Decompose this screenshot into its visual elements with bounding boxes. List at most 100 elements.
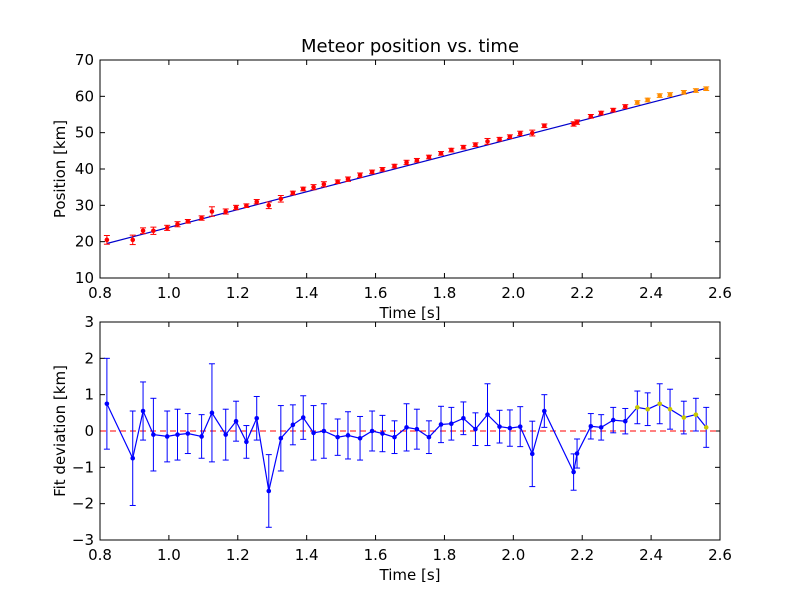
deviation-point bbox=[610, 417, 616, 423]
y-tick-label: 40 bbox=[75, 160, 94, 178]
x-tick-label: 2.2 bbox=[570, 546, 594, 564]
data-point bbox=[357, 172, 363, 178]
data-point bbox=[404, 160, 409, 165]
chart-title: Meteor position vs. time bbox=[301, 36, 519, 57]
deviation-point bbox=[199, 434, 204, 439]
deviation-point bbox=[290, 422, 296, 428]
data-point bbox=[449, 147, 454, 153]
data-point bbox=[598, 110, 604, 116]
data-point bbox=[645, 97, 650, 103]
data-point bbox=[414, 157, 420, 163]
y-tick-label: 70 bbox=[75, 51, 94, 69]
data-point bbox=[571, 121, 576, 127]
deviation-point bbox=[335, 434, 340, 440]
deviation-point bbox=[571, 469, 576, 475]
data-point bbox=[104, 237, 110, 243]
data-point bbox=[233, 205, 239, 210]
y-tick-label: 0 bbox=[84, 422, 94, 440]
data-point bbox=[185, 219, 191, 224]
position-y-axis-label: Position [km] bbox=[51, 120, 69, 218]
data-point bbox=[635, 100, 640, 105]
data-point bbox=[151, 228, 156, 234]
y-tick-label: 10 bbox=[75, 269, 94, 287]
data-point bbox=[438, 151, 444, 156]
deviation-point bbox=[507, 425, 513, 431]
deviation-point bbox=[266, 488, 272, 494]
data-point bbox=[130, 237, 136, 243]
data-point bbox=[485, 139, 490, 144]
data-point bbox=[657, 93, 663, 98]
deviation-point bbox=[657, 401, 663, 407]
y-tick-label: −2 bbox=[72, 495, 94, 513]
position-chart: Meteor position vs. time 0.8 1.0 1.2 1.4 1.6… bbox=[51, 36, 732, 322]
y-tick-label: 1 bbox=[84, 386, 94, 404]
y-tick-label: 20 bbox=[75, 233, 94, 251]
data-point bbox=[622, 104, 628, 109]
deviation-plot-area: 0.8 1.0 1.2 1.4 1.6 1.8 2.0 2.2 2.4 2.6 −3 −2 −1 0 1 2 3 bbox=[72, 313, 732, 564]
data-point bbox=[278, 196, 284, 202]
deviation-point bbox=[244, 439, 249, 445]
deviation-point bbox=[461, 415, 466, 421]
deviation-x-axis-label: Time [s] bbox=[379, 566, 441, 584]
deviation-point bbox=[681, 415, 687, 420]
data-point bbox=[164, 225, 170, 231]
x-tick-label: 0.8 bbox=[88, 284, 112, 302]
data-point bbox=[426, 154, 432, 160]
x-tick-label: 2.0 bbox=[501, 284, 525, 302]
fit-line bbox=[106, 87, 707, 245]
position-x-axis-label: Time [s] bbox=[379, 304, 441, 322]
x-tick-label: 2.4 bbox=[639, 284, 663, 302]
data-point bbox=[300, 186, 306, 192]
data-point bbox=[667, 92, 673, 97]
deviation-point bbox=[622, 418, 628, 424]
data-point bbox=[529, 130, 535, 136]
deviation-point bbox=[517, 424, 523, 429]
x-tick-label: 1.8 bbox=[433, 546, 457, 564]
data-point bbox=[290, 190, 296, 196]
deviation-point bbox=[438, 422, 444, 427]
data-point bbox=[574, 119, 580, 125]
deviation-chart: 0.8 1.0 1.2 1.4 1.6 1.8 2.0 2.2 2.4 2.6 −3 −2 −1 0 1 2 3… bbox=[51, 313, 732, 584]
x-tick-label: 1.4 bbox=[295, 546, 319, 564]
position-plot-area: 0.8 1.0 1.2 1.4 1.6 1.8 2.0 2.2 2.4 2.6 10 20 30 40 50… bbox=[75, 51, 732, 302]
deviation-point bbox=[404, 425, 409, 430]
x-tick-label: 1.2 bbox=[226, 546, 250, 564]
deviation-point bbox=[278, 435, 284, 441]
x-tick-label: 1.6 bbox=[364, 284, 388, 302]
data-point bbox=[588, 114, 594, 119]
y-tick-label: 60 bbox=[75, 87, 94, 105]
deviation-point bbox=[175, 432, 180, 437]
data-point bbox=[693, 88, 699, 93]
data-point bbox=[461, 144, 466, 150]
deviation-point bbox=[311, 430, 316, 436]
x-tick-label: 2.0 bbox=[501, 546, 525, 564]
deviation-point bbox=[345, 433, 351, 438]
data-point bbox=[392, 163, 397, 169]
deviation-y-axis-label: Fit deviation [km] bbox=[51, 365, 69, 497]
deviation-point bbox=[645, 406, 650, 412]
deviation-point bbox=[485, 412, 490, 417]
x-tick-label: 1.4 bbox=[295, 284, 319, 302]
x-tick-label: 1.8 bbox=[433, 284, 457, 302]
data-point bbox=[345, 176, 351, 182]
data-point bbox=[140, 228, 146, 234]
position-plot-frame bbox=[99, 59, 721, 279]
deviation-point bbox=[380, 431, 385, 436]
deviation-point bbox=[703, 425, 709, 430]
deviation-point bbox=[497, 424, 502, 429]
x-tick-label: 0.8 bbox=[88, 546, 112, 564]
deviation-point bbox=[542, 408, 547, 414]
x-tick-label: 2.6 bbox=[708, 284, 732, 302]
deviation-point bbox=[369, 428, 375, 434]
y-tick-label: 50 bbox=[75, 124, 94, 142]
data-point bbox=[321, 181, 327, 187]
y-tick-label: 3 bbox=[84, 313, 94, 331]
data-point bbox=[380, 167, 385, 172]
deviation-point bbox=[104, 401, 110, 407]
y-tick-label: −3 bbox=[72, 531, 94, 549]
x-tick-label: 2.4 bbox=[639, 546, 663, 564]
data-point bbox=[244, 203, 249, 208]
data-point bbox=[473, 142, 478, 147]
deviation-point bbox=[473, 426, 478, 432]
